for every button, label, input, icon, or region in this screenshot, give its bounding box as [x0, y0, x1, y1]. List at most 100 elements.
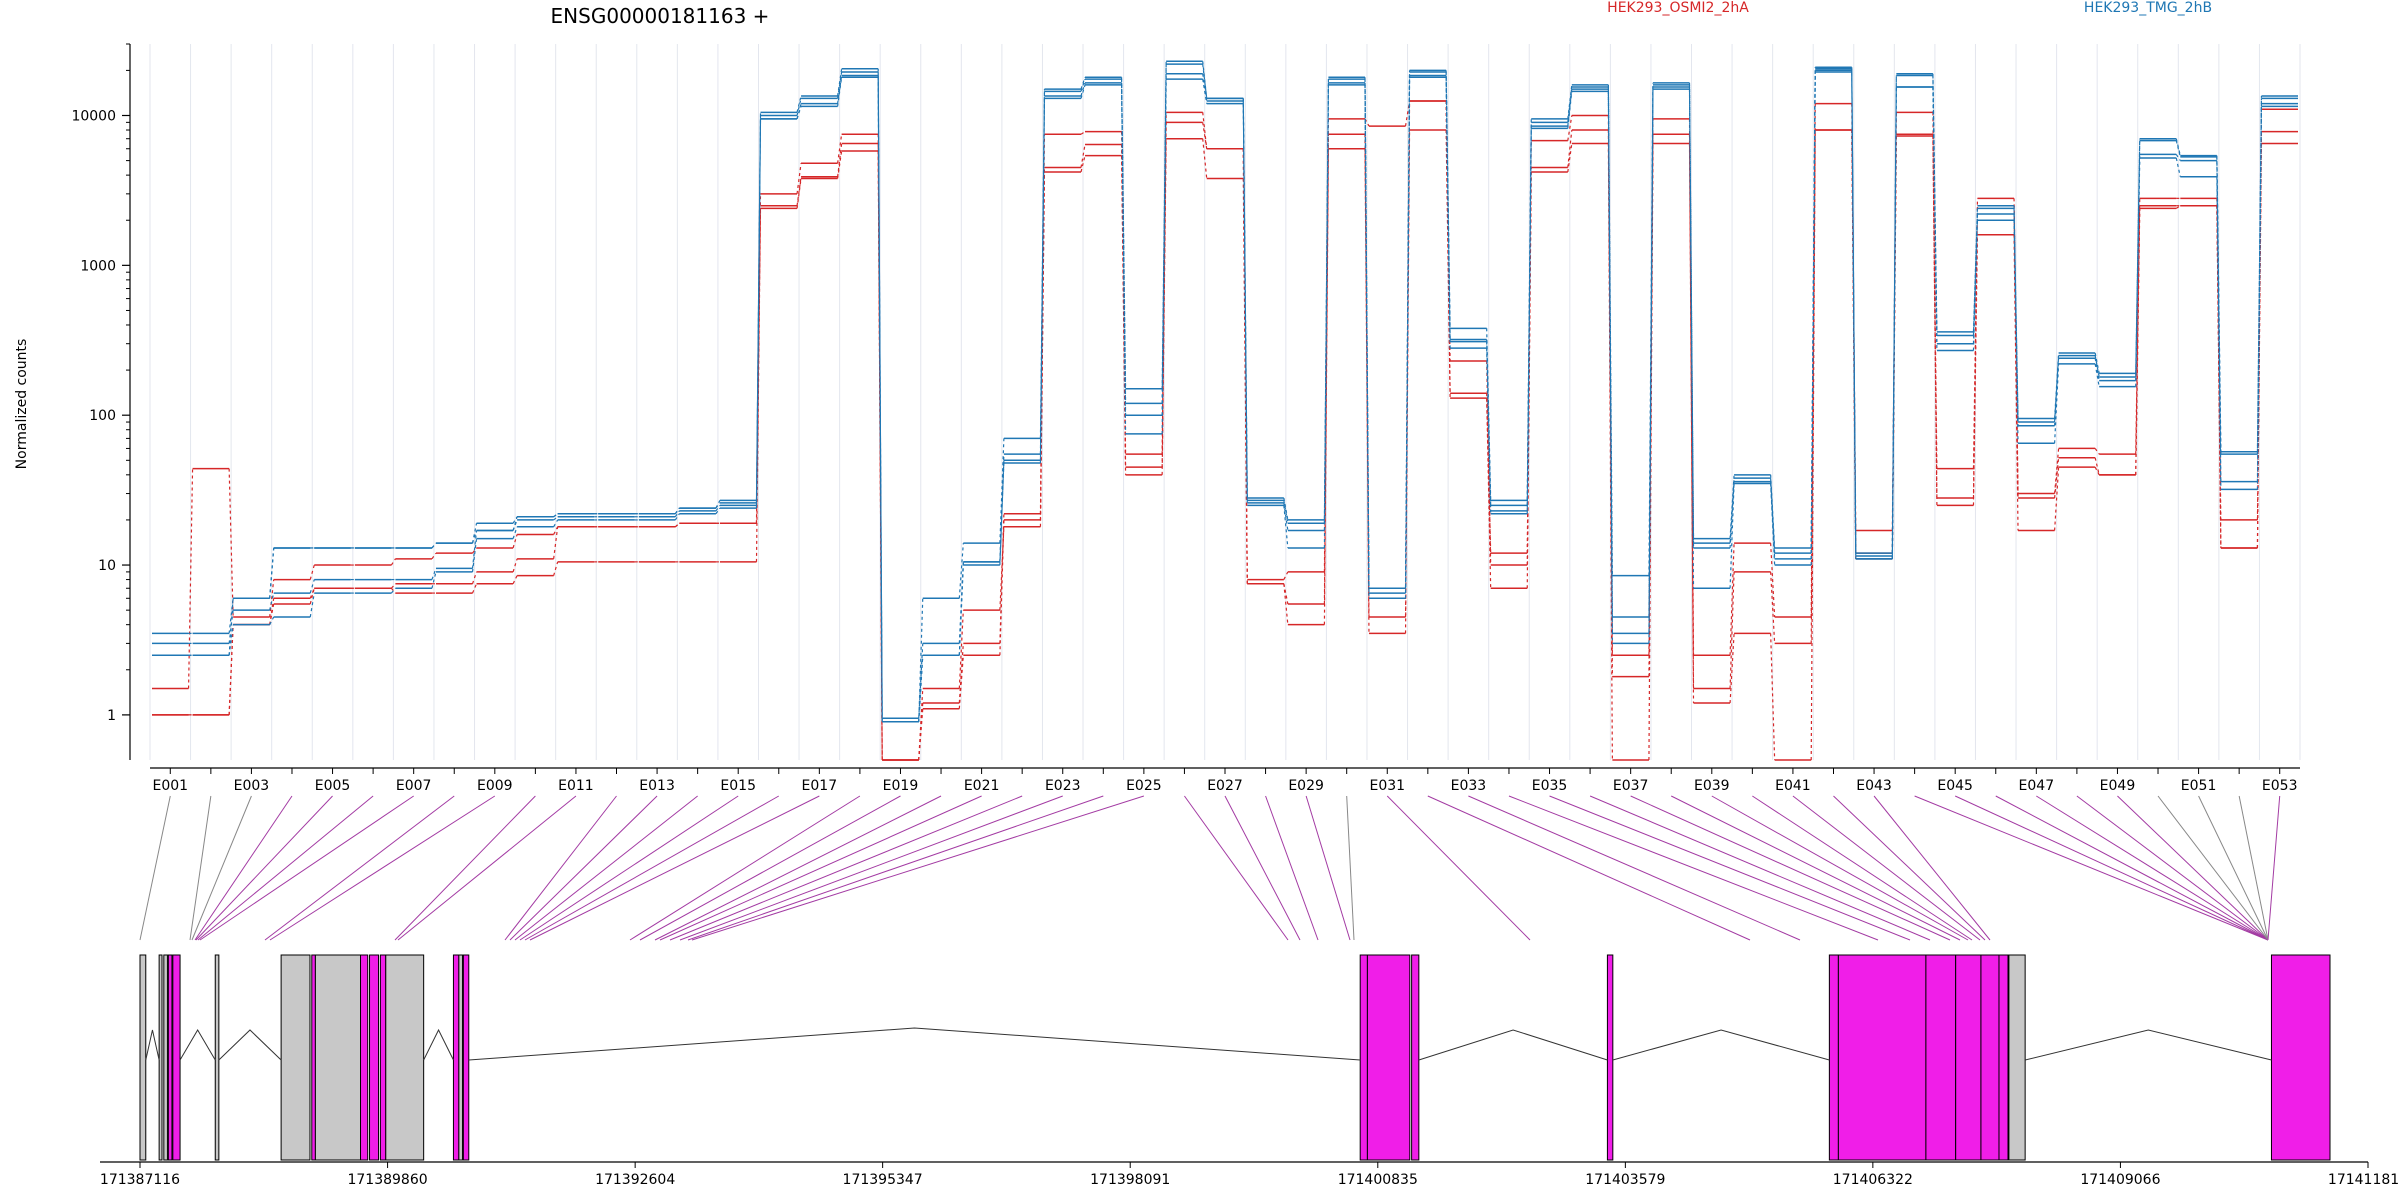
series-transition — [1404, 100, 1411, 127]
series-transition — [1486, 341, 1492, 514]
coord-tick-label: 171403579 — [1585, 1172, 1665, 1188]
series-transition — [390, 583, 396, 589]
series-transition — [1202, 122, 1208, 149]
exon-connector — [1508, 795, 1879, 941]
exon-unused — [214, 954, 220, 1161]
exon-connector — [1184, 795, 1289, 941]
exon-connector — [195, 795, 333, 941]
series-transition — [1283, 497, 1289, 521]
vertical-grid — [149, 44, 2301, 760]
exon-connector — [679, 795, 1063, 941]
x-tick-label: E007 — [396, 778, 432, 794]
gene-model — [139, 954, 2331, 1161]
series-transition — [796, 98, 802, 116]
series-transition — [2013, 234, 2019, 531]
exon-connector — [629, 795, 861, 941]
series-transition — [1039, 95, 1046, 461]
y-tick-label: 10000 — [71, 108, 116, 124]
x-tick-label: E025 — [1126, 778, 1162, 794]
series-transition — [1445, 77, 1451, 342]
exon-unused — [314, 954, 362, 1161]
series-transition — [2216, 176, 2222, 490]
series-transition — [1080, 78, 1086, 92]
series-transition — [1080, 131, 1086, 135]
coord-tick-label: 171398091 — [1090, 1172, 1170, 1188]
series-transition — [1648, 143, 1654, 761]
series-transition — [2256, 106, 2263, 490]
series-transition — [512, 519, 518, 531]
x-tick-label: E013 — [639, 778, 675, 794]
exon-connector — [1427, 795, 1751, 941]
exon-connector — [1224, 795, 1301, 941]
series-transition — [431, 542, 437, 549]
coord-tick-label: 171389860 — [347, 1172, 427, 1188]
series-transition — [2135, 158, 2141, 387]
series-transition — [1526, 126, 1532, 511]
series-transition — [1972, 220, 1979, 351]
x-tick-label: E005 — [315, 778, 351, 794]
series-transition — [1161, 79, 1167, 434]
series-transition — [2094, 355, 2100, 378]
exon-used — [462, 954, 470, 1161]
series-transition — [1932, 135, 1938, 506]
series-transition — [512, 558, 518, 573]
series-transition — [512, 575, 518, 585]
series-1 — [152, 100, 2298, 761]
series-transition — [1039, 98, 1046, 463]
exon-unused — [385, 954, 425, 1161]
series-2 — [152, 129, 2298, 761]
exon-used — [1998, 954, 2009, 1161]
exon-used — [1366, 954, 1411, 1161]
exon-connector — [504, 795, 617, 941]
series-transition — [431, 552, 437, 560]
series-transition — [1080, 84, 1086, 99]
coord-tick-label: 171409066 — [2080, 1172, 2160, 1188]
intron-line — [179, 1029, 216, 1061]
series-transition — [1445, 130, 1451, 399]
exon-connector — [1549, 795, 1911, 941]
exon-unused — [163, 954, 168, 1161]
exon-connector — [1671, 795, 1961, 941]
intron-line — [423, 1028, 454, 1061]
series-transition — [674, 507, 680, 515]
series-transition — [2175, 140, 2181, 157]
exon-connector — [669, 795, 1023, 941]
exon-connector — [397, 795, 577, 941]
exon-connector — [514, 795, 698, 941]
y-axis: 1 10 100 1000 10000 — [71, 43, 131, 760]
series-transition — [1526, 128, 1532, 514]
series-transition — [1729, 481, 1735, 549]
series-transition — [269, 547, 275, 599]
series-transition — [1567, 129, 1573, 168]
series-transition — [1810, 130, 1816, 761]
exon-connector — [2198, 795, 2269, 941]
x-tick-label: E041 — [1775, 778, 1811, 794]
series-transition — [999, 519, 1005, 656]
x-tick-label: E033 — [1451, 778, 1487, 794]
series-transition — [1648, 86, 1654, 634]
series-transition — [553, 519, 559, 528]
exon-used — [1925, 954, 1957, 1161]
series-transition — [553, 526, 559, 559]
legend-entry-tmg: HEK293_TMG_2hB — [2084, 0, 2212, 16]
exon-connector — [1386, 795, 1531, 941]
coord-tick-label: 171400835 — [1338, 1172, 1418, 1188]
series-transition — [2054, 363, 2060, 444]
series-transition — [1283, 583, 1289, 625]
series-transition — [2013, 220, 2019, 444]
intron-line — [468, 1027, 1361, 1061]
x-tick-label: E037 — [1613, 778, 1649, 794]
exon-connector — [659, 795, 982, 941]
series-transition — [1729, 571, 1735, 689]
exon-unused — [2008, 954, 2026, 1161]
series-transition — [1404, 77, 1411, 589]
series-transition — [2054, 355, 2060, 423]
series-transition — [2094, 358, 2100, 381]
series-transition — [1283, 500, 1289, 524]
series-transition — [958, 643, 964, 704]
x-tick-label: E051 — [2181, 778, 2217, 794]
series-transition — [471, 530, 478, 544]
series-transition — [2094, 448, 2100, 455]
series-transition — [1323, 84, 1330, 548]
intron-line — [145, 1029, 160, 1061]
